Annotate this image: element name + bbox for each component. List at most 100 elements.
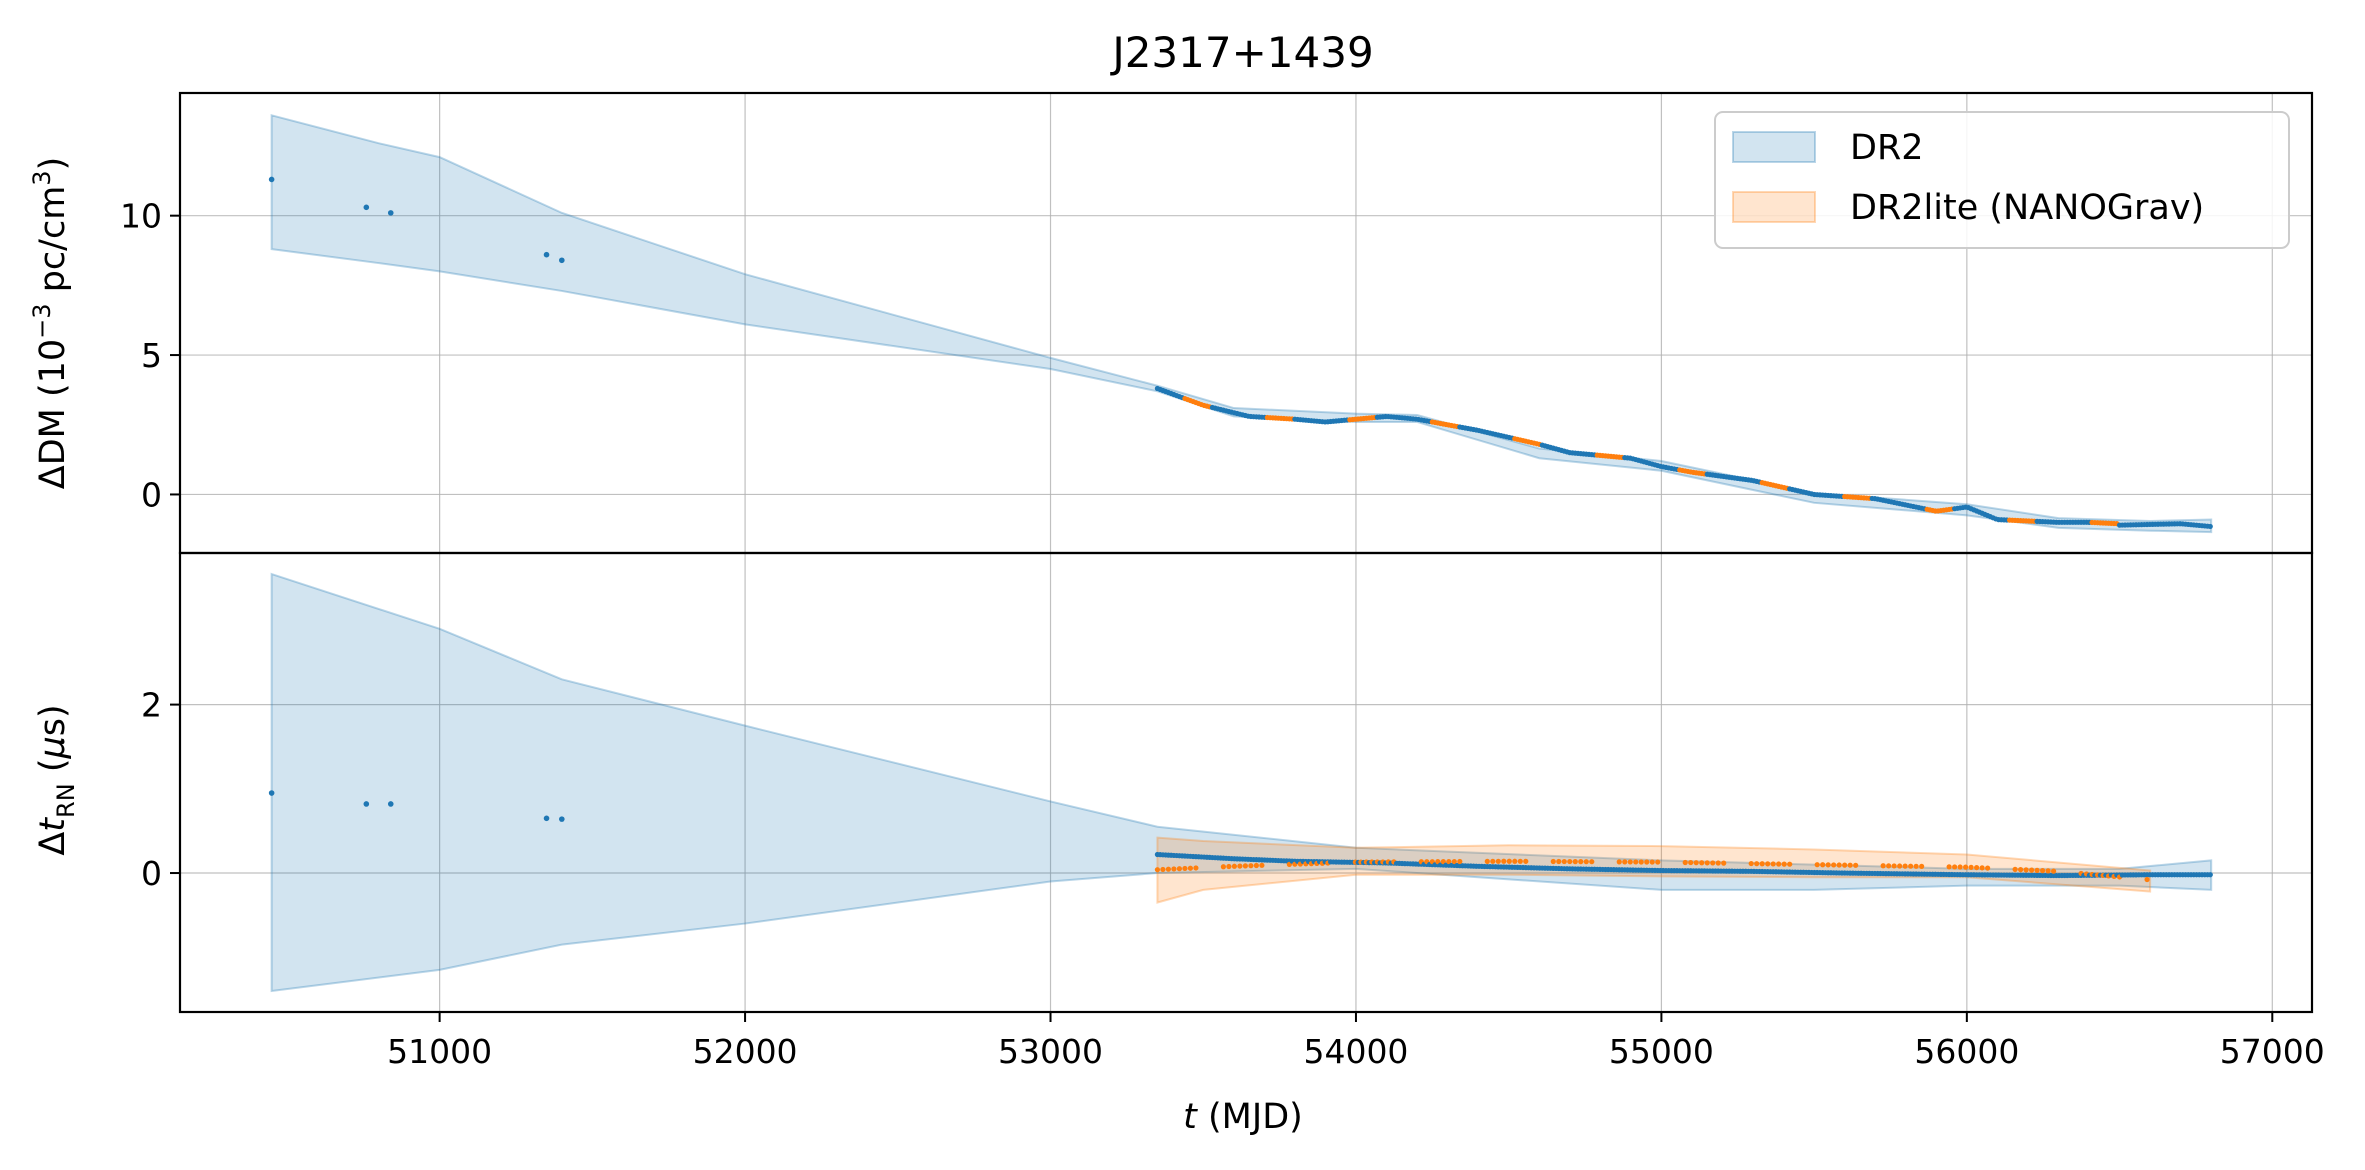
rn-curve-marker: [1814, 862, 1820, 868]
rn-point-dr2: [559, 816, 565, 822]
x-axis-label: t (MJD): [1183, 1097, 1303, 1137]
rn-curve-marker: [1440, 859, 1446, 865]
rn-point-dr2: [543, 815, 550, 822]
rn-curve-marker: [1187, 865, 1194, 871]
rn-curve-marker: [1748, 860, 1754, 867]
x-tick-label: 53000: [998, 1032, 1103, 1071]
rn-bands: [270, 572, 2213, 993]
rn-curve-marker: [1688, 859, 1694, 866]
rn-curve-marker: [1253, 862, 1259, 869]
rn-point-dr2: [363, 801, 370, 807]
x-tick-label: 52000: [693, 1032, 798, 1071]
rn-curve-marker: [1886, 863, 1892, 869]
rn-curve-marker: [1622, 859, 1628, 865]
dm-point-dr2: [559, 257, 565, 264]
rn-curve-marker: [2018, 867, 2024, 873]
rn-curve-marker: [1154, 867, 1161, 873]
rn-curve-marker: [1963, 864, 1969, 870]
dm-point-dr2: [268, 176, 275, 183]
rn-curve-marker: [1616, 859, 1622, 865]
rn-curve-marker: [1517, 858, 1523, 864]
rn-curve-marker: [2045, 868, 2051, 874]
rn-curve-marker: [2023, 867, 2029, 873]
rn-curve-marker: [1908, 863, 1914, 869]
rn-curve-marker: [1847, 862, 1853, 868]
rn-curve-marker: [1952, 864, 1958, 870]
rn-curve-marker: [1842, 862, 1848, 868]
rn-curve-marker: [1589, 859, 1595, 865]
rn-curve-marker: [2034, 867, 2040, 873]
rn-point-dr2: [387, 801, 394, 807]
rn-curve-marker: [1891, 863, 1897, 869]
rn-curve-marker: [1193, 865, 1199, 871]
rn-curve-marker: [1649, 859, 1655, 865]
rn-curve-marker: [1704, 860, 1710, 866]
rn-curve-marker: [1490, 858, 1496, 864]
rn-curve-marker: [2012, 866, 2018, 872]
legend-swatch-dr2lite: [1732, 191, 1816, 223]
rn-curve-marker: [1638, 859, 1644, 865]
rn-curve-marker: [1171, 866, 1177, 872]
rn-markers: [268, 790, 2213, 883]
y-tick-label: 0: [141, 475, 162, 514]
x-tick-label: 54000: [1303, 1032, 1408, 1071]
rn-point-dr2: [268, 790, 275, 796]
rn-curve-marker: [1710, 860, 1716, 866]
dm-point-dr2: [363, 204, 370, 211]
rn-curve-marker: [1237, 863, 1243, 869]
rn-curve-marker: [1242, 863, 1248, 869]
rn-curve-marker: [1897, 863, 1903, 869]
rn-curve-marker: [1484, 858, 1490, 864]
rn-curve-marker: [1567, 858, 1573, 865]
x-tick-label: 51000: [387, 1032, 492, 1071]
rn-curve-marker: [1946, 864, 1952, 870]
dm-band-dr2: [270, 114, 2213, 534]
rn-curve-marker: [1633, 859, 1639, 865]
rn-curve-marker: [1765, 861, 1771, 867]
x-tick-label: 57000: [2220, 1032, 2325, 1071]
rn-curve-marker: [1495, 858, 1501, 864]
rn-curve-marker: [1919, 863, 1925, 869]
rn-curve-marker: [1721, 860, 1727, 866]
legend-frame: [1714, 111, 2290, 249]
rn-curve-marker: [1226, 863, 1232, 870]
rn-curve-marker: [1583, 859, 1589, 865]
rn-curve-marker: [1501, 858, 1507, 864]
rn-curve-marker: [1985, 865, 1991, 871]
rn-curve-marker: [1781, 861, 1787, 867]
rn-curve-marker: [1776, 861, 1782, 867]
y-tick-label: 2: [141, 686, 162, 725]
rn-curve-marker: [2029, 867, 2035, 873]
y-tick-label: 10: [120, 197, 162, 236]
rn-curve-marker: [1506, 858, 1512, 864]
rn-curve-marker: [1160, 866, 1166, 873]
rn-curve-marker: [1259, 862, 1265, 868]
rn-y-ticks: 02: [141, 686, 180, 893]
dm-point-dr2: [543, 251, 550, 258]
rn-curve-marker: [1853, 862, 1859, 868]
rn-curve-marker: [1787, 861, 1793, 867]
rn-band-dr2: [270, 572, 2213, 993]
rn-panel: 02 ΔtRN (μs): [33, 553, 2312, 1012]
rn-grid: [180, 553, 2312, 1012]
rn-curve-marker: [2144, 876, 2150, 883]
dm-y-ticks: 0 5 10: [120, 197, 180, 514]
legend-swatch-dr2: [1732, 131, 1816, 163]
dm-point-dr2: [387, 210, 394, 216]
rn-curve-marker: [1451, 858, 1457, 865]
rn-curve-marker: [1248, 863, 1254, 869]
dm-bands: [270, 114, 2213, 534]
rn-y-axis-label: ΔtRN (μs): [33, 704, 80, 855]
legend-label-dr2lite: DR2lite (NANOGrav): [1850, 188, 2204, 228]
rn-curve-marker: [1561, 858, 1567, 865]
rn-curve-marker: [1820, 862, 1826, 868]
legend-label-dr2: DR2: [1850, 128, 1924, 168]
rn-curve-marker: [1836, 862, 1842, 868]
rn-curve-marker: [1715, 860, 1721, 866]
rn-curve-marker: [1699, 860, 1705, 866]
rn-curve-marker: [1974, 864, 1980, 871]
rn-curve-marker: [1644, 859, 1650, 865]
rn-curve-marker: [1913, 863, 1919, 869]
rn-curve-marker: [1556, 858, 1562, 865]
